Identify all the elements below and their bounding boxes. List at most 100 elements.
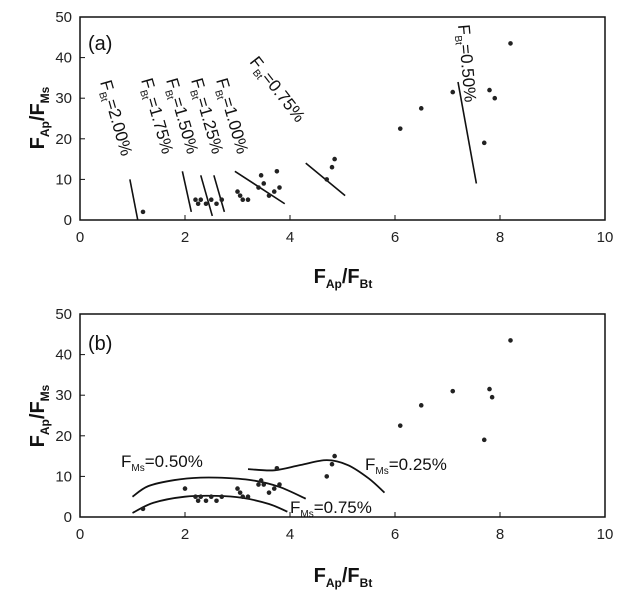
a-xlabel-slash: /F [342,266,360,288]
label-sub: Bt [187,89,200,101]
panel-a-points [140,41,513,215]
label-main: F [187,76,208,91]
y-tick-label: 30 [55,90,72,107]
label-value: 2.00% [104,106,136,158]
data-point [182,486,188,491]
label-eq: = [456,43,476,55]
y-tick-label: 50 [55,9,72,26]
data-point [508,338,513,343]
threshold-line-label: FBt=0.50% [451,24,480,104]
data-point [418,403,424,408]
data-point [397,126,403,131]
threshold-line [129,179,139,221]
data-point [198,197,204,202]
y-tick-label: 40 [55,50,72,67]
data-point [219,197,225,202]
fms-curve [247,459,386,494]
label-main: F [121,452,131,471]
data-point [256,482,261,487]
data-point [235,486,240,491]
a-ylabel-slash: /F [27,103,49,121]
data-point [261,482,267,487]
data-point [256,185,261,190]
data-point [195,201,201,207]
y-tick-label: 10 [55,468,72,485]
label-sub: Ms [300,509,313,520]
y-tick-label: 50 [55,306,72,323]
y-tick-label: 0 [64,509,72,526]
data-point [193,494,198,500]
data-point [277,185,282,190]
data-point [240,197,246,202]
b-xlabel-sub1: Ap [326,576,342,590]
label-sub: Bt [96,91,109,103]
b-ylabel-main: F [27,435,49,447]
data-point [214,498,219,504]
data-point [261,181,267,186]
threshold-line [181,171,193,213]
panel-a-y-axis-label: FAp/FMs [27,86,52,149]
x-tick-label: 2 [181,229,189,246]
threshold-line [199,175,214,217]
data-point [329,164,335,170]
label-main: F [212,76,233,91]
label-value: 0.50% [457,53,480,103]
data-point [193,197,198,202]
fms-curve [132,494,288,514]
data-point [203,201,209,207]
data-point [481,140,487,146]
panel-b-x-ticks: 0 2 4 6 8 10 [76,512,613,543]
x-tick-label: 8 [496,229,504,246]
threshold-line-label: FBt=0.75% [243,53,308,128]
data-point [418,106,424,111]
y-tick-label: 20 [55,428,72,445]
label-eq: = [314,498,324,517]
b-xlabel-main: F [314,565,326,587]
label-sub: Bt [452,35,464,46]
data-point [489,394,495,400]
data-point [198,494,204,500]
x-tick-label: 0 [76,526,84,543]
data-point [271,486,277,491]
panel-a-plot-area [79,16,606,221]
label-eq: = [145,452,155,471]
b-xlabel-slash: /F [342,565,360,587]
label-value: 0.75% [264,76,309,126]
x-tick-label: 2 [181,526,189,543]
panel-a-y-ticks: 0 10 20 30 40 50 [55,9,85,229]
label-sub: Ms [375,466,388,477]
data-point [397,423,403,428]
panel-b-x-axis-label: FAp/FBt [314,565,373,590]
data-point [237,490,243,495]
data-point [208,197,214,202]
label-main: F [137,76,158,91]
label-main: F [96,78,117,93]
b-ylabel-slash: /F [27,401,49,419]
x-tick-label: 0 [76,229,84,246]
data-point [487,87,492,93]
panel-a-x-axis-label: FAp/FBt [314,266,373,291]
threshold-line [213,175,226,213]
svg-text:FAp/FMs: FAp/FMs [27,384,52,447]
data-point [450,89,456,95]
x-tick-label: 8 [496,526,504,543]
a-ylabel-sub2: Ms [38,86,52,103]
panel-b-label: (b) [88,333,112,355]
panel-b-y-ticks: 0 10 20 30 40 50 [55,306,85,526]
panel-b-y-axis-label: FAp/FMs [27,384,52,447]
label-value: 0.50% [155,452,203,471]
data-point [274,465,280,471]
label-main: F [454,24,474,36]
y-tick-label: 30 [55,387,72,404]
data-point [450,388,456,394]
data-point [487,386,492,392]
label-value: 0.75% [324,498,372,517]
data-point [266,193,272,198]
data-point [237,193,243,198]
b-ylabel-sub1: Ap [38,419,52,435]
data-point [274,168,280,174]
label-main: F [290,498,300,517]
data-point [271,189,277,194]
label-main: F [162,76,183,91]
